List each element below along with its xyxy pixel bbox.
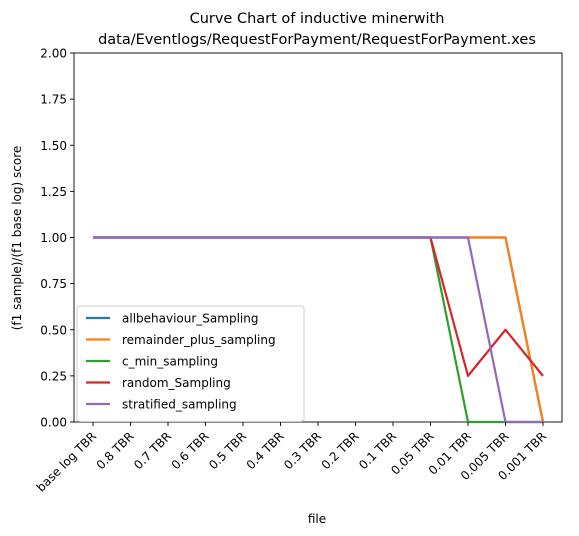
legend-label-remainder_plus_sampling: remainder_plus_sampling [122, 333, 276, 347]
x-tick-label: 0.6 TBR [169, 429, 212, 472]
x-tick-label: 0.5 TBR [206, 429, 249, 472]
x-tick-label: 0.7 TBR [131, 429, 174, 472]
legend: allbehaviour_Sampling remainder_plus_samp… [76, 305, 305, 422]
y-tick-label: 0.50 [40, 323, 67, 337]
y-tick-label: 0.25 [40, 369, 67, 383]
y-axis: 0.00 0.25 0.50 0.75 1.00 1.25 1.50 1.75 2.00 [40, 47, 74, 430]
y-tick-label: 1.75 [40, 93, 67, 107]
legend-label-c_min_sampling: c_min_sampling [122, 355, 218, 369]
legend-label-allbehaviour_Sampling: allbehaviour_Sampling [122, 312, 258, 326]
legend-label-random_Sampling: random_Sampling [122, 376, 231, 390]
y-tick-label: 1.50 [40, 139, 67, 153]
x-axis-label: file [308, 512, 326, 526]
y-tick-label: 2.00 [40, 47, 67, 61]
x-tick-label: 0.8 TBR [94, 429, 137, 472]
x-tick-label: base log TBR [34, 429, 99, 494]
y-axis-label: (f1 sample)/(f1 base log) score [10, 146, 24, 331]
chart-title-line2: data/Eventlogs/RequestForPayment/Request… [98, 32, 536, 48]
y-tick-label: 1.00 [40, 231, 67, 245]
y-tick-label: 0.75 [40, 277, 67, 291]
x-tick-label: 0.3 TBR [281, 429, 324, 472]
x-tick-label: 0.2 TBR [319, 429, 362, 472]
y-tick-label: 0.00 [40, 416, 67, 430]
y-tick-label: 1.25 [40, 185, 67, 199]
x-tick-label: 0.4 TBR [244, 429, 287, 472]
legend-label-stratified_sampling: stratified_sampling [122, 398, 237, 412]
chart-title-line1: Curve Chart of inductive minerwith [190, 11, 445, 27]
series-line-stratified_sampling [93, 236, 543, 424]
legend-box [76, 305, 305, 422]
